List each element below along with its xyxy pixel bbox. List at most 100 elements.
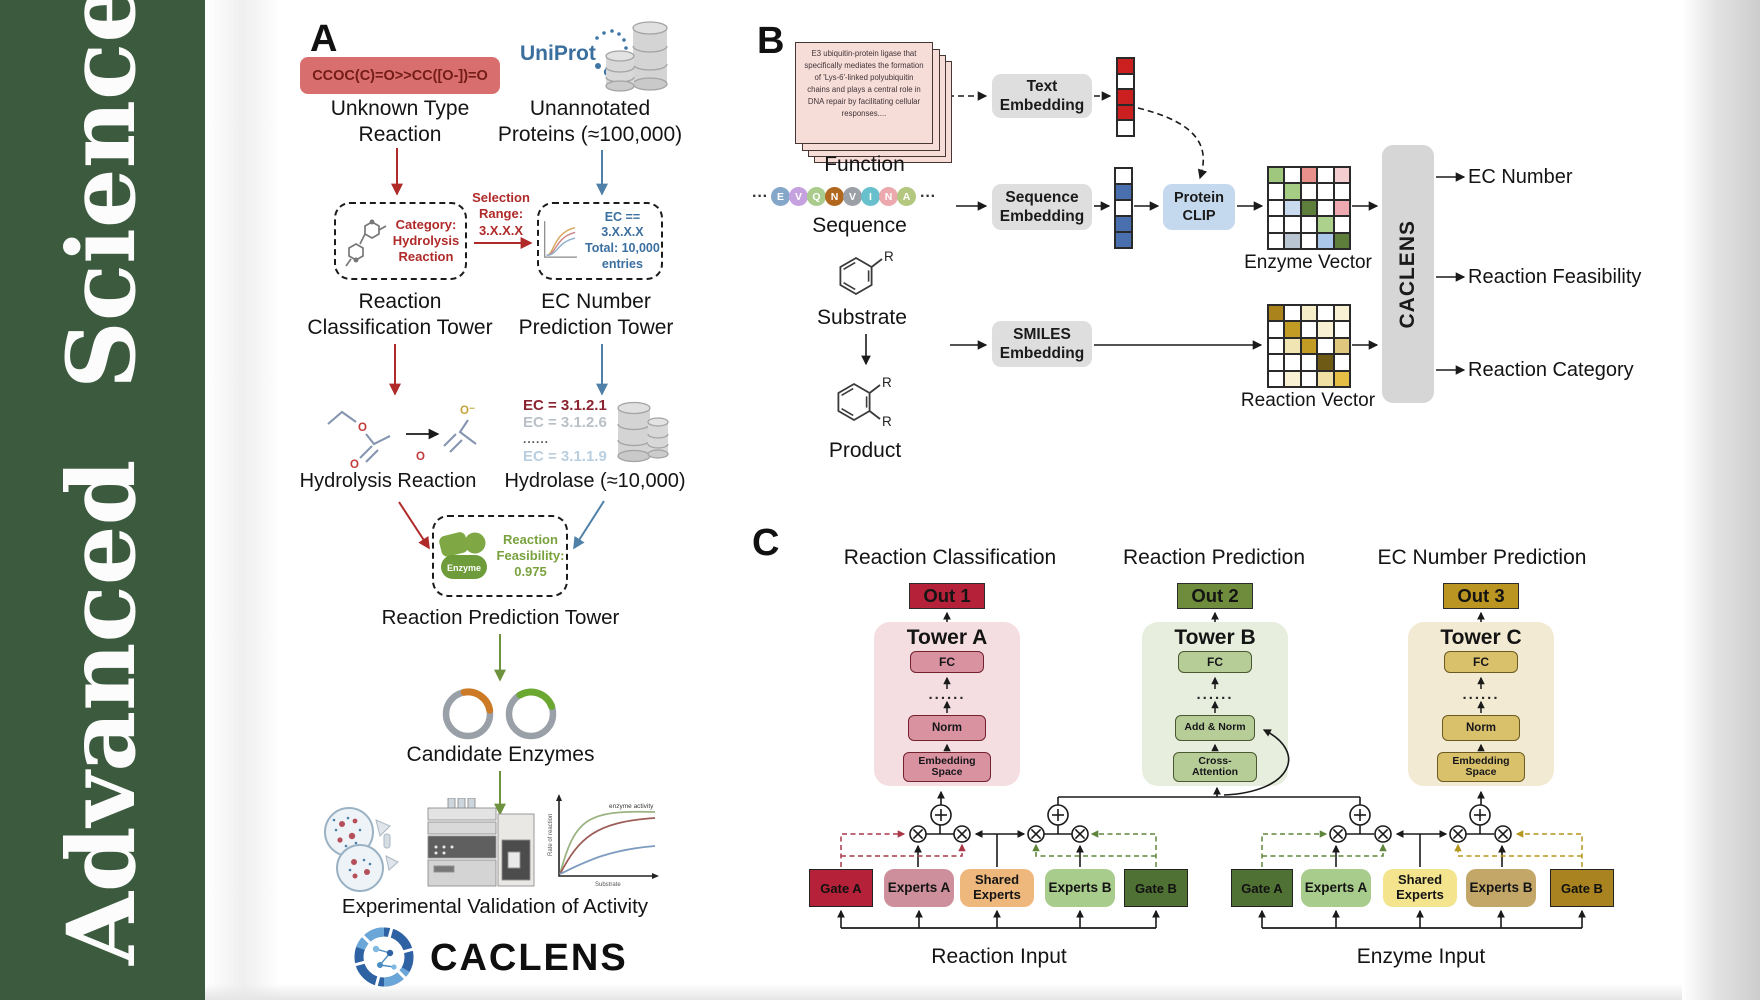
out1-box: Out 1 bbox=[909, 583, 985, 609]
weight-node bbox=[909, 825, 927, 843]
ec-result-list: EC = 3.1.2.1 EC = 3.1.2.6 ...... EC = 3.… bbox=[523, 397, 609, 465]
tower-c-norm: Norm bbox=[1442, 715, 1520, 741]
reaction-classification-result-box: Category: Hydrolysis Reaction bbox=[334, 202, 467, 280]
caclens-logo-text: CACLENS bbox=[430, 937, 628, 979]
svg-text:R: R bbox=[882, 375, 892, 390]
title-reaction-classification: Reaction Classification bbox=[843, 546, 1057, 569]
tower-c-dots: ...... bbox=[1462, 686, 1500, 703]
reaction-vector-grid bbox=[1267, 304, 1351, 388]
selection-range-label: Selection Range: 3.X.X.X bbox=[472, 190, 530, 238]
page-shade-bottom bbox=[205, 984, 1682, 1000]
hydrolase-label: Hydrolase (≈10,000) bbox=[504, 470, 686, 492]
enzyme-gate-b: Gate B bbox=[1550, 869, 1614, 907]
caclens-model-box: CACLENS bbox=[1382, 145, 1434, 403]
petri-dish-icon bbox=[324, 807, 399, 892]
uniprot-logo: UniProt bbox=[520, 42, 596, 65]
enzyme-badge-text: Enzyme bbox=[447, 563, 481, 573]
panel-b-label: B bbox=[757, 20, 785, 62]
function-label: Function bbox=[824, 153, 905, 176]
sequence-embedding-vector bbox=[1114, 167, 1133, 249]
oxygen-atom: O bbox=[358, 422, 367, 434]
tower-b-dots: ...... bbox=[1196, 686, 1234, 703]
reaction-input-label: Reaction Input bbox=[931, 945, 1067, 968]
amino-acid-N: N bbox=[824, 187, 844, 206]
reaction-gate-b: Gate B bbox=[1124, 869, 1188, 907]
plot-xlabel: Substrate bbox=[595, 882, 621, 888]
svg-text:O: O bbox=[350, 459, 359, 471]
sequence-ellipsis-left: ··· bbox=[752, 187, 768, 205]
panel-c-label: C bbox=[752, 522, 780, 564]
reaction-vector-label: Reaction Vector bbox=[1240, 390, 1376, 411]
protein-clip-box: Protein CLIP bbox=[1163, 184, 1235, 230]
journal-banner: Advanced Science bbox=[0, 0, 205, 1000]
sum-node bbox=[930, 804, 952, 826]
sequence-embedding-box: Sequence Embedding bbox=[992, 184, 1092, 230]
output-reaction-category: Reaction Category bbox=[1468, 359, 1634, 381]
text-embedding-box: Text Embedding bbox=[992, 74, 1092, 118]
out2-box: Out 2 bbox=[1177, 583, 1253, 609]
enzyme-vector-label: Enzyme Vector bbox=[1244, 252, 1372, 273]
sequence-label: Sequence bbox=[812, 214, 907, 237]
reaction-gate-a: Gate A bbox=[809, 869, 873, 907]
database-icon bbox=[605, 21, 668, 92]
tower-c-embedding-space: Embedding Space bbox=[1437, 752, 1525, 782]
enzyme-activity-plot: Rate of reaction Substrate enzyme activi… bbox=[548, 794, 659, 888]
output-ec-number: EC Number bbox=[1468, 166, 1573, 188]
ec-number-prediction-tower-label: EC Number Prediction Tower bbox=[518, 290, 674, 339]
reaction-smiles-box: CCOC(C)=O>>CC([O-])=O bbox=[300, 57, 500, 94]
text-embedding-vector bbox=[1116, 57, 1135, 137]
curves-plot-icon bbox=[544, 221, 577, 258]
title-ec-number-prediction: EC Number Prediction bbox=[1377, 546, 1587, 569]
enzyme-input-label: Enzyme Input bbox=[1356, 945, 1486, 968]
panel-a-label: A bbox=[310, 18, 338, 60]
hydrolysis-reaction-label: Hydrolysis Reaction bbox=[299, 470, 477, 492]
smiles-embedding-box: SMILES Embedding bbox=[992, 321, 1092, 367]
category-result-text: Category: Hydrolysis Reaction bbox=[392, 216, 460, 265]
plot-annotation: enzyme activity bbox=[609, 803, 654, 810]
output-reaction-feasibility: Reaction Feasibility bbox=[1468, 266, 1642, 288]
unknown-type-reaction-label: Unknown Type Reaction bbox=[330, 97, 470, 146]
product-label: Product bbox=[828, 439, 902, 462]
feasibility-text: Reaction Feasibility: 0.975 bbox=[496, 531, 565, 580]
sequence-ellipsis-right: ··· bbox=[919, 187, 936, 205]
amino-acid-E: E bbox=[770, 187, 790, 206]
oxygen-anion: O⁻ bbox=[460, 405, 475, 417]
page-shade-left bbox=[205, 0, 300, 1000]
enzyme-gate-a: Gate A bbox=[1231, 869, 1293, 907]
ec-result-top: EC = 3.1.2.1 bbox=[523, 397, 607, 414]
plot-ylabel: Rate of reaction bbox=[548, 814, 554, 856]
svg-text:R: R bbox=[882, 414, 892, 429]
reaction-experts-a: Experts A bbox=[884, 869, 954, 907]
hplc-instrument-icon bbox=[427, 798, 535, 887]
reaction-feasibility-box: Enzyme Reaction Feasibility: 0.975 bbox=[432, 515, 568, 597]
enzyme-icon: Enzyme bbox=[438, 532, 487, 579]
plasmid-icons bbox=[442, 688, 557, 740]
enzyme-vector-grid bbox=[1267, 166, 1351, 250]
tower-c-fc: FC bbox=[1444, 651, 1518, 673]
caclens-model-label: CACLENS bbox=[1396, 219, 1419, 329]
tower-a-name: Tower A bbox=[906, 626, 988, 649]
hydrolase-database-icon bbox=[617, 401, 669, 463]
reaction-experts-b: Experts B bbox=[1045, 869, 1115, 907]
tower-a-norm: Norm bbox=[908, 715, 986, 741]
tower-b-name: Tower B bbox=[1174, 626, 1256, 649]
reaction-prediction-tower-label: Reaction Prediction Tower bbox=[381, 606, 620, 629]
function-card-front: E3 ubiquitin-protein ligase that specifi… bbox=[795, 42, 933, 144]
enzyme-experts-a: Experts A bbox=[1301, 869, 1371, 907]
substrate-molecule: R bbox=[839, 249, 894, 296]
unannotated-proteins-label: Unannotated Proteins (≈100,000) bbox=[497, 97, 683, 146]
tower-b-add-norm: Add & Norm bbox=[1175, 715, 1255, 741]
substrate-label: Substrate bbox=[817, 306, 907, 329]
enzyme-shared-experts: Shared Experts bbox=[1383, 869, 1457, 907]
amino-acid-N: N bbox=[878, 187, 898, 206]
amino-acid-Q: Q bbox=[806, 187, 826, 206]
ec-selection-text: EC == 3.X.X.X Total: 10,000 entries bbox=[585, 209, 660, 271]
reaction-classification-tower-label: Reaction Classification Tower bbox=[307, 290, 493, 339]
molecule-scribble-icon bbox=[345, 219, 387, 267]
reaction-shared-experts: Shared Experts bbox=[960, 869, 1034, 907]
function-cards: E3 ubiquitin-protein ligase that specifi… bbox=[795, 42, 955, 166]
tower-b-fc: FC bbox=[1178, 651, 1252, 673]
